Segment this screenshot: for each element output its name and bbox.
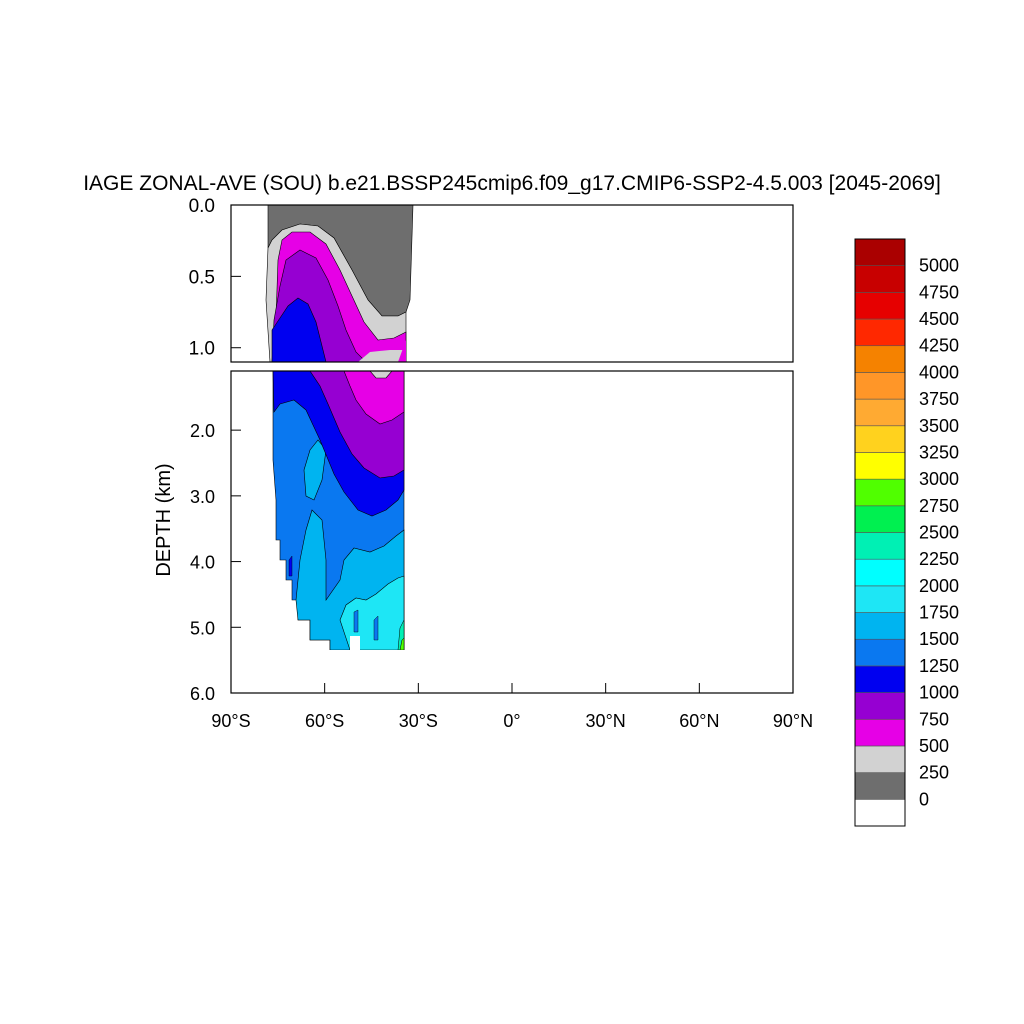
lower-contours (272, 371, 405, 651)
y-tick-label: 2.0 (190, 421, 215, 441)
colorbar-swatch (854, 799, 906, 827)
colorbar-label: 3250 (919, 442, 959, 462)
colorbar-swatch (854, 745, 906, 773)
colorbar-swatch (854, 238, 906, 266)
colorbar-label: 4250 (919, 336, 959, 356)
colorbar-label: 1750 (919, 603, 959, 623)
colorbar-label: 1250 (919, 656, 959, 676)
y-tick-label: 0.5 (189, 267, 215, 288)
colorbar-swatch (854, 532, 906, 560)
contour-500-750-rim (398, 340, 406, 362)
y-axis-label: DEPTH (km) (153, 463, 175, 576)
upper-contours (265, 205, 414, 362)
colorbar-label: 2250 (919, 549, 959, 569)
colorbar-swatch (854, 265, 906, 293)
x-axis: 90°S 60°S 30°S 0° 30°N 60°N 90°N (211, 683, 813, 731)
colorbar-label: 4500 (919, 309, 959, 329)
colorbar-label: 2750 (919, 496, 959, 516)
lower-panel (230, 370, 794, 694)
contour-1000-1250-upper (271, 297, 327, 362)
chart-title: IAGE ZONAL-AVE (SOU) b.e21.BSSP245cmip6.… (83, 172, 941, 195)
colorbar-label: 4000 (919, 362, 959, 382)
contour-1750-2000-inner (303, 439, 327, 501)
x-tick-label: 0° (503, 711, 520, 731)
colorbar-swatch (854, 372, 906, 400)
colorbar-swatch (854, 345, 906, 373)
y-tick-label: 5.0 (190, 618, 215, 638)
contour-streak-2 (353, 609, 359, 633)
colorbar-label: 0 (919, 789, 929, 809)
colorbar-swatch (854, 558, 906, 587)
x-tick-label: 30°S (399, 711, 438, 731)
colorbar-swatch (854, 505, 906, 533)
y-tick-label: 3.0 (190, 487, 215, 507)
colorbar-label: 5000 (919, 256, 959, 276)
y-tick-label: 4.0 (190, 553, 215, 573)
colorbar-label: 2000 (919, 576, 959, 596)
x-tick-label: 90°N (773, 711, 813, 731)
x-tick-label: 60°S (305, 711, 344, 731)
colorbar-swatch (854, 665, 906, 693)
upper-panel (230, 204, 794, 363)
contour-250-500-rim (358, 350, 406, 362)
colorbar-label: 4750 (919, 282, 959, 302)
y-tick-label: 0.0 (189, 196, 215, 217)
bottom-mask-1 (273, 650, 413, 693)
y-axis: 0.0 0.5 1.0 2.0 3.0 4.0 5.0 6.0 (189, 196, 241, 704)
y-tick-label: 6.0 (190, 684, 215, 704)
colorbar: 0 250 500 750 1000 1250 1500 1750 2000 2250 2500 27… (854, 238, 959, 827)
x-tick-label: 90°S (211, 711, 250, 731)
colorbar-frame (854, 238, 906, 827)
colorbar-swatch (854, 585, 906, 613)
x-tick-label: 30°N (586, 711, 626, 731)
contour-500-750 (369, 371, 393, 379)
colorbar-label: 1000 (919, 683, 959, 703)
colorbar-swatch (854, 692, 906, 720)
colorbar-label: 750 (919, 709, 949, 729)
colorbar-swatch (854, 638, 906, 667)
colorbar-label: 250 (919, 763, 949, 783)
colorbar-swatch (854, 478, 906, 507)
y-tick-label: 1.0 (189, 339, 215, 360)
colorbar-label: 1500 (919, 629, 959, 649)
colorbar-label: 3500 (919, 416, 959, 436)
colorbar-label: 500 (919, 736, 949, 756)
contour-750-1000 (343, 371, 405, 425)
contour-streak-3 (373, 615, 379, 641)
colorbar-swatch (854, 718, 906, 747)
colorbar-label: 3750 (919, 389, 959, 409)
gap-mask-1 (350, 636, 360, 650)
colorbar-swatch (854, 772, 906, 800)
colorbar-swatch (854, 398, 906, 427)
colorbar-swatch (854, 318, 906, 347)
colorbar-label: 2500 (919, 523, 959, 543)
colorbar-swatch (854, 612, 906, 640)
contour-streak-1 (288, 555, 293, 577)
colorbar-swatch (854, 292, 906, 320)
upper-panel-frame (230, 204, 794, 363)
colorbar-swatch (854, 425, 906, 453)
colorbar-swatch (854, 452, 906, 480)
colorbar-label: 3000 (919, 469, 959, 489)
x-tick-label: 60°N (679, 711, 719, 731)
